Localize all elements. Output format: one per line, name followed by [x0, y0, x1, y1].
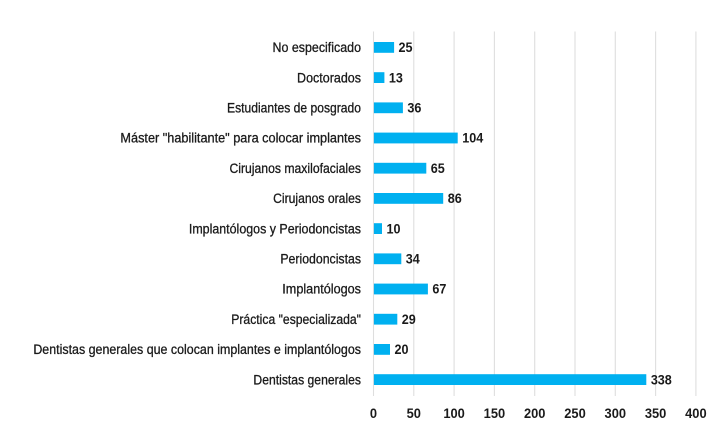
- svg-text:No especificado: No especificado: [273, 39, 361, 55]
- svg-text:Implantólogos y Periodoncistas: Implantólogos y Periodoncistas: [189, 221, 361, 237]
- svg-text:Máster "habilitante" para colo: Máster "habilitante" para colocar implan…: [120, 130, 361, 146]
- svg-text:300: 300: [605, 406, 626, 422]
- svg-text:67: 67: [432, 281, 446, 297]
- svg-text:200: 200: [524, 406, 545, 422]
- svg-text:Dentistas generales: Dentistas generales: [253, 372, 361, 388]
- svg-text:36: 36: [407, 100, 421, 116]
- svg-text:Dentistas generales que coloca: Dentistas generales que colocan implante…: [33, 341, 361, 357]
- svg-text:400: 400: [685, 406, 706, 422]
- svg-text:25: 25: [399, 40, 414, 56]
- svg-text:100: 100: [443, 406, 464, 422]
- svg-text:86: 86: [448, 191, 462, 207]
- svg-text:Implantólogos: Implantólogos: [282, 281, 361, 297]
- svg-text:150: 150: [484, 406, 505, 422]
- svg-text:338: 338: [651, 372, 672, 388]
- svg-text:350: 350: [645, 406, 666, 422]
- svg-text:Estudiantes de posgrado: Estudiantes de posgrado: [227, 100, 361, 116]
- svg-text:10: 10: [386, 221, 400, 237]
- svg-text:50: 50: [407, 406, 421, 422]
- svg-text:Periodoncistas: Periodoncistas: [280, 251, 361, 267]
- svg-text:Doctorados: Doctorados: [297, 70, 361, 86]
- svg-text:29: 29: [402, 311, 416, 327]
- svg-text:Cirujanos orales: Cirujanos orales: [273, 190, 361, 206]
- svg-text:34: 34: [406, 251, 421, 267]
- svg-text:13: 13: [389, 70, 403, 86]
- svg-text:20: 20: [395, 342, 409, 358]
- svg-text:104: 104: [462, 130, 484, 146]
- svg-text:65: 65: [431, 160, 446, 176]
- svg-text:0: 0: [370, 406, 377, 422]
- svg-text:Cirujanos maxilofaciales: Cirujanos maxilofaciales: [229, 160, 361, 176]
- svg-text:Práctica "especializada": Práctica "especializada": [231, 311, 361, 327]
- svg-text:250: 250: [564, 406, 585, 422]
